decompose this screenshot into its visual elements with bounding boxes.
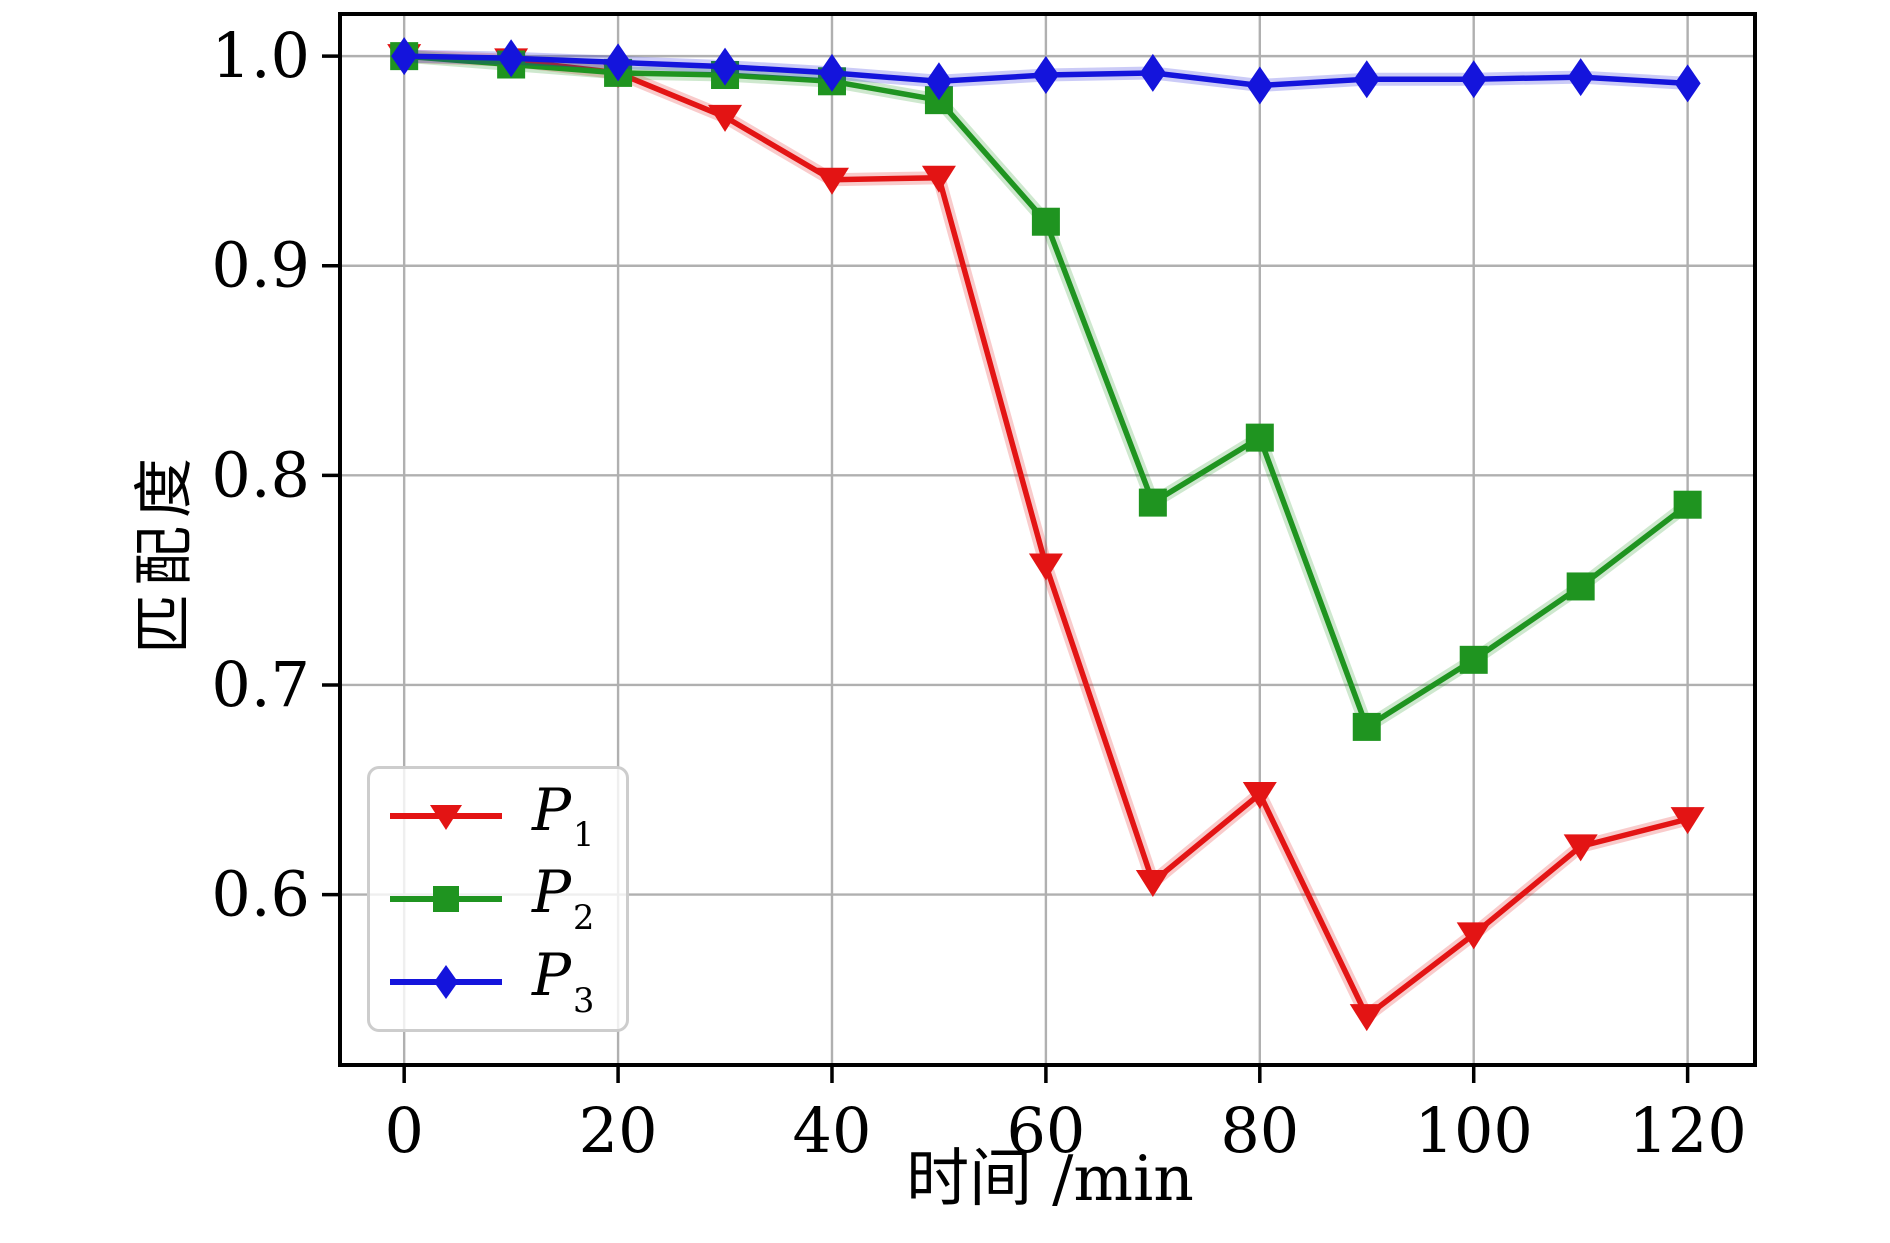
y-tick-label-0: 0.6 <box>211 858 310 931</box>
legend-marker-P3 <box>434 964 458 999</box>
legend-label-p1: P1 <box>532 775 595 855</box>
marker-P1-6 <box>1028 553 1063 581</box>
legend-sample-p1 <box>390 805 502 831</box>
marker-P3-7 <box>1139 53 1166 92</box>
marker-P3-11 <box>1567 58 1594 97</box>
x-tick-label-3: 60 <box>1006 1094 1085 1167</box>
marker-P1-8 <box>1242 781 1277 809</box>
marker-P3-2 <box>605 43 632 82</box>
y-tick-label-3: 0.9 <box>211 229 310 302</box>
marker-P1-10 <box>1456 922 1491 950</box>
marker-P1-7 <box>1135 870 1170 898</box>
x-tick-label-1: 20 <box>579 1094 658 1167</box>
legend-marker-P2 <box>433 885 459 912</box>
y-tick-label-2: 0.8 <box>211 438 310 511</box>
x-tick-label-4: 80 <box>1220 1094 1299 1167</box>
marker-P2-12 <box>1673 490 1702 519</box>
marker-P3-6 <box>1032 55 1059 94</box>
y-axis-label: 匹配度 <box>130 450 200 654</box>
legend-sample-p2 <box>390 885 502 912</box>
marker-P3-8 <box>1246 66 1273 105</box>
legend-sample-p3 <box>390 964 502 999</box>
legend: P1 P2 P3 <box>367 766 629 1032</box>
x-axis-label: 时间 /min <box>906 1142 1194 1215</box>
marker-P1-4 <box>814 167 849 195</box>
marker-P2-6 <box>1031 207 1060 236</box>
marker-P2-8 <box>1245 423 1274 452</box>
marker-P2-9 <box>1352 712 1381 741</box>
legend-label-p3: P3 <box>532 940 595 1020</box>
y-tick-label-4: 1.0 <box>211 19 310 92</box>
marker-P2-10 <box>1459 645 1488 674</box>
legend-marker-P1 <box>430 805 462 831</box>
marker-P3-5 <box>925 62 952 101</box>
legend-entry-p1: P1 <box>370 777 626 855</box>
marker-P3-3 <box>712 47 739 86</box>
legend-label-p2: P2 <box>532 858 595 938</box>
marker-P3-4 <box>818 53 845 92</box>
legend-entry-p3: P3 <box>370 943 626 1021</box>
marker-P2-7 <box>1138 488 1167 517</box>
marker-P3-9 <box>1353 60 1380 99</box>
legend-entry-p2: P2 <box>370 860 626 938</box>
marker-P3-1 <box>498 39 525 78</box>
marker-P1-9 <box>1349 1004 1384 1032</box>
marker-P3-12 <box>1674 64 1701 103</box>
x-tick-label-2: 40 <box>793 1094 872 1167</box>
x-tick-label-6: 120 <box>1628 1094 1746 1167</box>
marker-P2-11 <box>1566 572 1595 601</box>
marker-P3-10 <box>1460 60 1487 99</box>
marker-P1-3 <box>708 104 743 132</box>
marker-P1-12 <box>1670 807 1705 835</box>
marker-P1-5 <box>921 165 956 193</box>
x-tick-label-5: 100 <box>1415 1094 1533 1167</box>
y-tick-label-1: 0.7 <box>211 648 310 721</box>
marker-P3-0 <box>391 37 418 76</box>
x-tick-label-0: 0 <box>384 1094 423 1167</box>
marker-P1-11 <box>1563 834 1598 862</box>
